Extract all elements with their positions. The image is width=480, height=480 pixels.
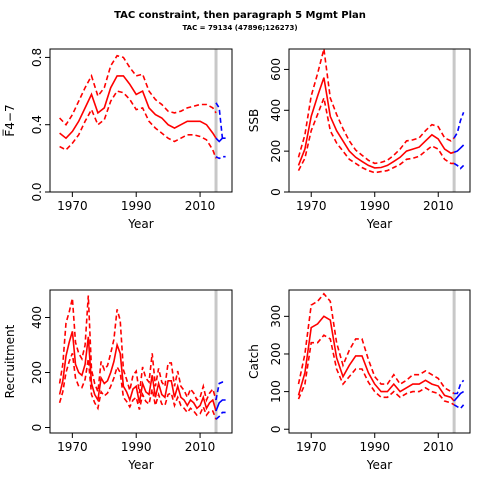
history-lower-line — [58, 353, 217, 420]
projection-upper-line — [454, 379, 465, 395]
y-tick-label: 400 — [30, 306, 44, 329]
x-tick-label: 1990 — [359, 199, 390, 213]
y-axis-label: Catch — [247, 344, 261, 379]
projection-lower-line — [453, 162, 465, 170]
plot-frame — [288, 48, 471, 193]
y-tick-label: 0.0 — [30, 182, 44, 201]
history-lower-line — [297, 334, 455, 406]
history-upper-line — [297, 48, 455, 165]
projection-upper-line — [453, 112, 465, 139]
history-median-line — [297, 315, 455, 402]
plot-frame — [49, 48, 233, 193]
x-axis-label: Year — [366, 217, 392, 231]
history-median-line — [297, 77, 455, 169]
ssb-panel: 1970 1990 2010 0 200 400 600 Year SSB — [247, 48, 471, 231]
y-tick-label: 0.8 — [30, 48, 44, 67]
projection-lower-line — [215, 411, 226, 420]
y-axis-label: F̅4−7 — [2, 104, 17, 136]
projection-median-line — [215, 137, 226, 143]
history-lower-line — [59, 90, 217, 159]
history-upper-line — [297, 292, 455, 395]
x-tick-label: 2010 — [423, 440, 454, 454]
plot-frame — [49, 289, 233, 434]
x-axis-label: Year — [127, 458, 153, 472]
y-tick-label: 100 — [269, 380, 283, 403]
x-tick-label: 1970 — [57, 199, 88, 213]
x-tick-label: 1970 — [57, 440, 88, 454]
y-tick-label: 300 — [269, 305, 283, 328]
projection-upper-line — [215, 102, 226, 139]
chart-title: TAC constraint, then paragraph 5 Mgmt Pl… — [114, 10, 366, 21]
y-tick-label: 0 — [30, 424, 44, 432]
x-tick-label: 2010 — [185, 199, 216, 213]
x-axis-label: Year — [366, 458, 392, 472]
x-axis-label: Year — [127, 217, 153, 231]
projection-median-line — [453, 390, 465, 402]
projection-upper-line — [215, 381, 226, 401]
projection-lower-line — [453, 404, 465, 410]
f-panel: 1970 1990 2010 0.0 0.4 0.8 Year F̅4−7 — [2, 48, 233, 231]
history-upper-line — [58, 295, 217, 403]
x-tick-label: 1990 — [121, 199, 152, 213]
plot-frame — [288, 289, 471, 434]
x-tick-label: 2010 — [185, 440, 216, 454]
history-upper-line — [59, 54, 217, 126]
recruitment-panel: 1970 1990 2010 0 200 400 Year Recruitment — [3, 289, 233, 472]
x-tick-label: 2010 — [423, 199, 454, 213]
y-tick-label: 0 — [269, 188, 283, 196]
y-axis-label: Recruitment — [3, 324, 17, 398]
projection-median-line — [215, 399, 226, 412]
y-tick-label: 200 — [269, 140, 283, 163]
x-tick-label: 1990 — [121, 440, 152, 454]
x-tick-label: 1990 — [359, 440, 390, 454]
y-tick-label: 200 — [269, 343, 283, 366]
y-axis-label: SSB — [247, 109, 261, 132]
history-lower-line — [297, 95, 455, 174]
x-tick-label: 1970 — [296, 440, 327, 454]
history-median-line — [58, 331, 217, 412]
chart-subtitle: TAC = 79134 (47896;126273) — [182, 24, 298, 32]
projection-median-line — [453, 144, 465, 153]
history-median-line — [59, 75, 217, 140]
y-tick-label: 0 — [269, 425, 283, 433]
y-tick-label: 600 — [269, 58, 283, 81]
y-tick-label: 400 — [269, 99, 283, 122]
catch-panel: 1970 1990 2010 0 100 200 300 Year Catch — [247, 289, 471, 472]
y-tick-label: 200 — [30, 361, 44, 384]
y-tick-label: 0.4 — [30, 115, 44, 134]
x-tick-label: 1970 — [296, 199, 327, 213]
projection-lower-line — [215, 155, 226, 160]
